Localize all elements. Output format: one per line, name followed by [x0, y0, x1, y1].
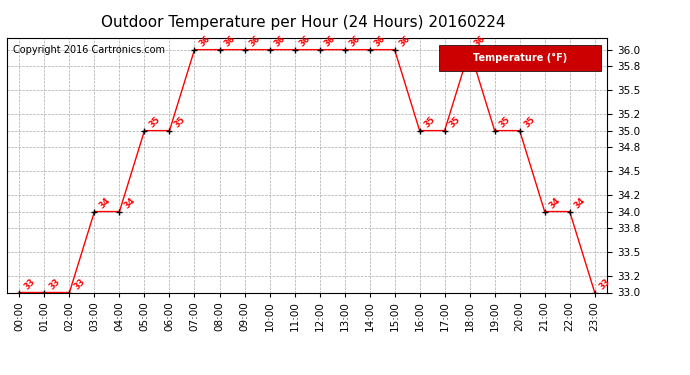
Text: 35: 35 [422, 115, 437, 130]
Text: 34: 34 [547, 196, 562, 211]
Text: 35: 35 [147, 115, 162, 130]
Text: 35: 35 [172, 115, 187, 130]
Text: 36: 36 [347, 34, 362, 49]
Text: Copyright 2016 Cartronics.com: Copyright 2016 Cartronics.com [13, 45, 165, 55]
Text: 35: 35 [447, 115, 462, 130]
Text: 35: 35 [497, 115, 512, 130]
Text: 36: 36 [397, 34, 412, 49]
Text: 33: 33 [72, 277, 87, 292]
Text: 33: 33 [47, 277, 61, 292]
Text: 33: 33 [598, 277, 612, 292]
Text: 36: 36 [273, 34, 287, 49]
FancyBboxPatch shape [439, 45, 601, 70]
Text: Temperature (°F): Temperature (°F) [473, 53, 567, 63]
Text: 36: 36 [297, 34, 312, 49]
Text: 34: 34 [97, 196, 112, 211]
Text: 34: 34 [573, 196, 587, 211]
Text: 34: 34 [122, 196, 137, 211]
Text: 36: 36 [197, 34, 212, 49]
Text: 33: 33 [22, 277, 37, 292]
Text: Outdoor Temperature per Hour (24 Hours) 20160224: Outdoor Temperature per Hour (24 Hours) … [101, 15, 506, 30]
Text: 36: 36 [473, 34, 487, 49]
Text: 35: 35 [522, 115, 537, 130]
Text: 36: 36 [322, 34, 337, 49]
Text: 36: 36 [247, 34, 262, 49]
Text: 36: 36 [222, 34, 237, 49]
Text: 36: 36 [373, 34, 387, 49]
